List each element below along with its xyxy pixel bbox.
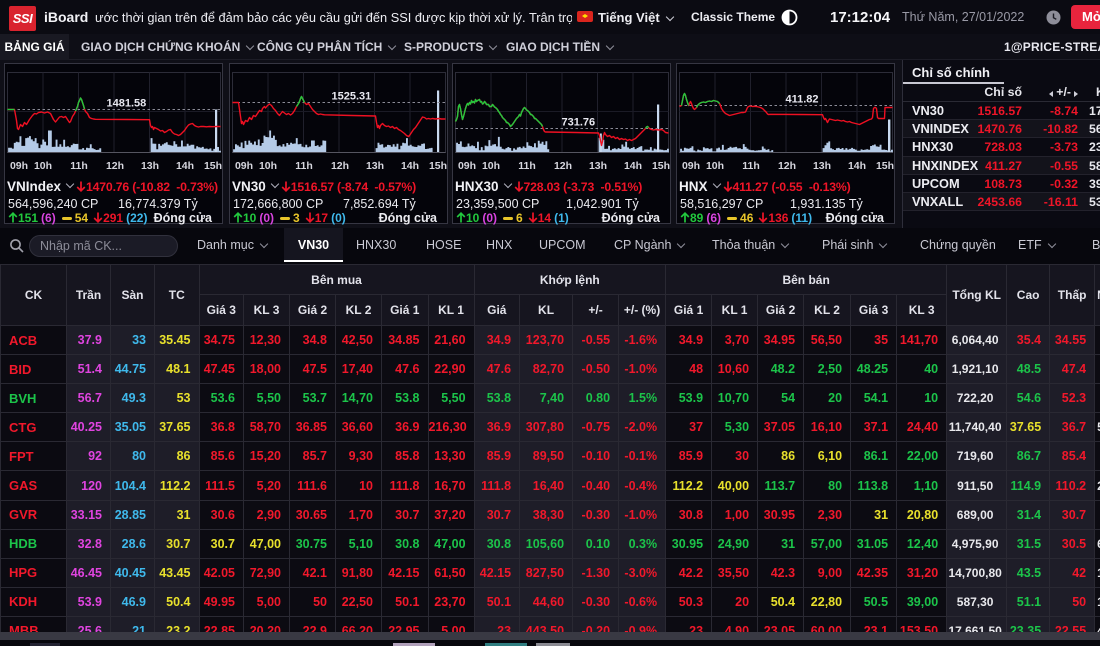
svg-text:731.76: 731.76 <box>562 117 596 129</box>
svg-text:1525.31: 1525.31 <box>332 91 372 103</box>
svg-text:411.82: 411.82 <box>786 94 819 106</box>
svg-text:1481.58: 1481.58 <box>107 98 147 110</box>
